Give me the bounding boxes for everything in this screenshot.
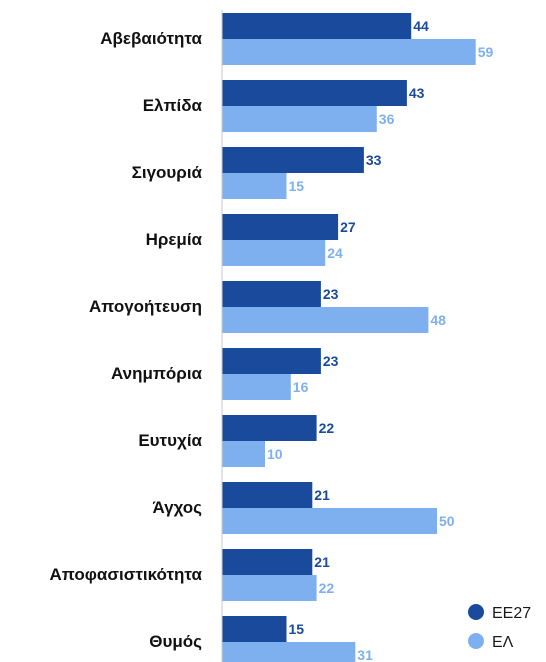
data-label: 27 [340,219,356,235]
bar-eu27 [222,147,364,173]
category-label: Απογοήτευση [89,297,202,316]
category-label: Αποφασιστικότητα [50,565,203,584]
data-label: 24 [327,245,343,261]
bar-eu27 [222,549,313,575]
data-label: 22 [319,580,335,596]
bar-eu27 [222,13,412,39]
data-label: 48 [430,312,446,328]
data-label: 15 [289,621,305,637]
data-label: 36 [379,111,395,127]
data-label: 23 [323,353,339,369]
bar-eu27 [222,281,321,307]
bar-gr [222,374,291,400]
bar-gr [222,39,476,65]
bar-gr [222,642,356,662]
legend-marker [468,604,484,620]
bar-gr [222,173,287,199]
data-label: 10 [267,446,283,462]
category-labels-group: Αβεβαιότητα Ελπίδα Σιγουριά Ηρεμία Απογοήτευ… [50,29,203,651]
bar-gr [222,508,437,534]
data-label: 16 [293,379,309,395]
category-label: Σιγουριά [132,163,203,182]
data-label: 33 [366,152,382,168]
bar-eu27 [222,214,339,240]
data-label: 59 [478,44,494,60]
data-label: 15 [289,178,305,194]
data-label: 21 [314,554,330,570]
data-label: 50 [439,513,455,529]
category-label: Ανημπόρια [111,364,203,383]
category-label: Άγχος [153,498,203,517]
category-label: Ευτυχία [138,431,202,450]
bar-eu27 [222,80,407,106]
bar-eu27 [222,616,287,642]
category-label: Θυμός [149,632,202,651]
data-label: 21 [314,487,330,503]
data-label: 44 [413,18,429,34]
bar-gr [222,106,377,132]
legend-label: ΕΛ [492,634,514,651]
bar-gr [222,240,326,266]
data-label: 22 [319,420,335,436]
category-label: Ηρεμία [146,230,203,249]
category-label: Αβεβαιότητα [100,29,202,48]
data-label: 23 [323,286,339,302]
legend-marker [468,633,484,649]
bar-eu27 [222,482,313,508]
bar-eu27 [222,348,321,374]
category-label: Ελπίδα [143,96,203,115]
data-label: 43 [409,85,425,101]
legend: ΕΕ27 ΕΛ [468,604,531,651]
data-label: 31 [357,647,373,662]
legend-label: ΕΕ27 [492,605,531,622]
bar-gr [222,307,429,333]
bar-gr [222,441,265,467]
bar-gr [222,575,317,601]
bars-group: 44 59 43 36 33 15 27 24 23 48 23 16 22 10 21 50 21 22 15 31 [222,13,493,662]
bar-eu27 [222,415,317,441]
